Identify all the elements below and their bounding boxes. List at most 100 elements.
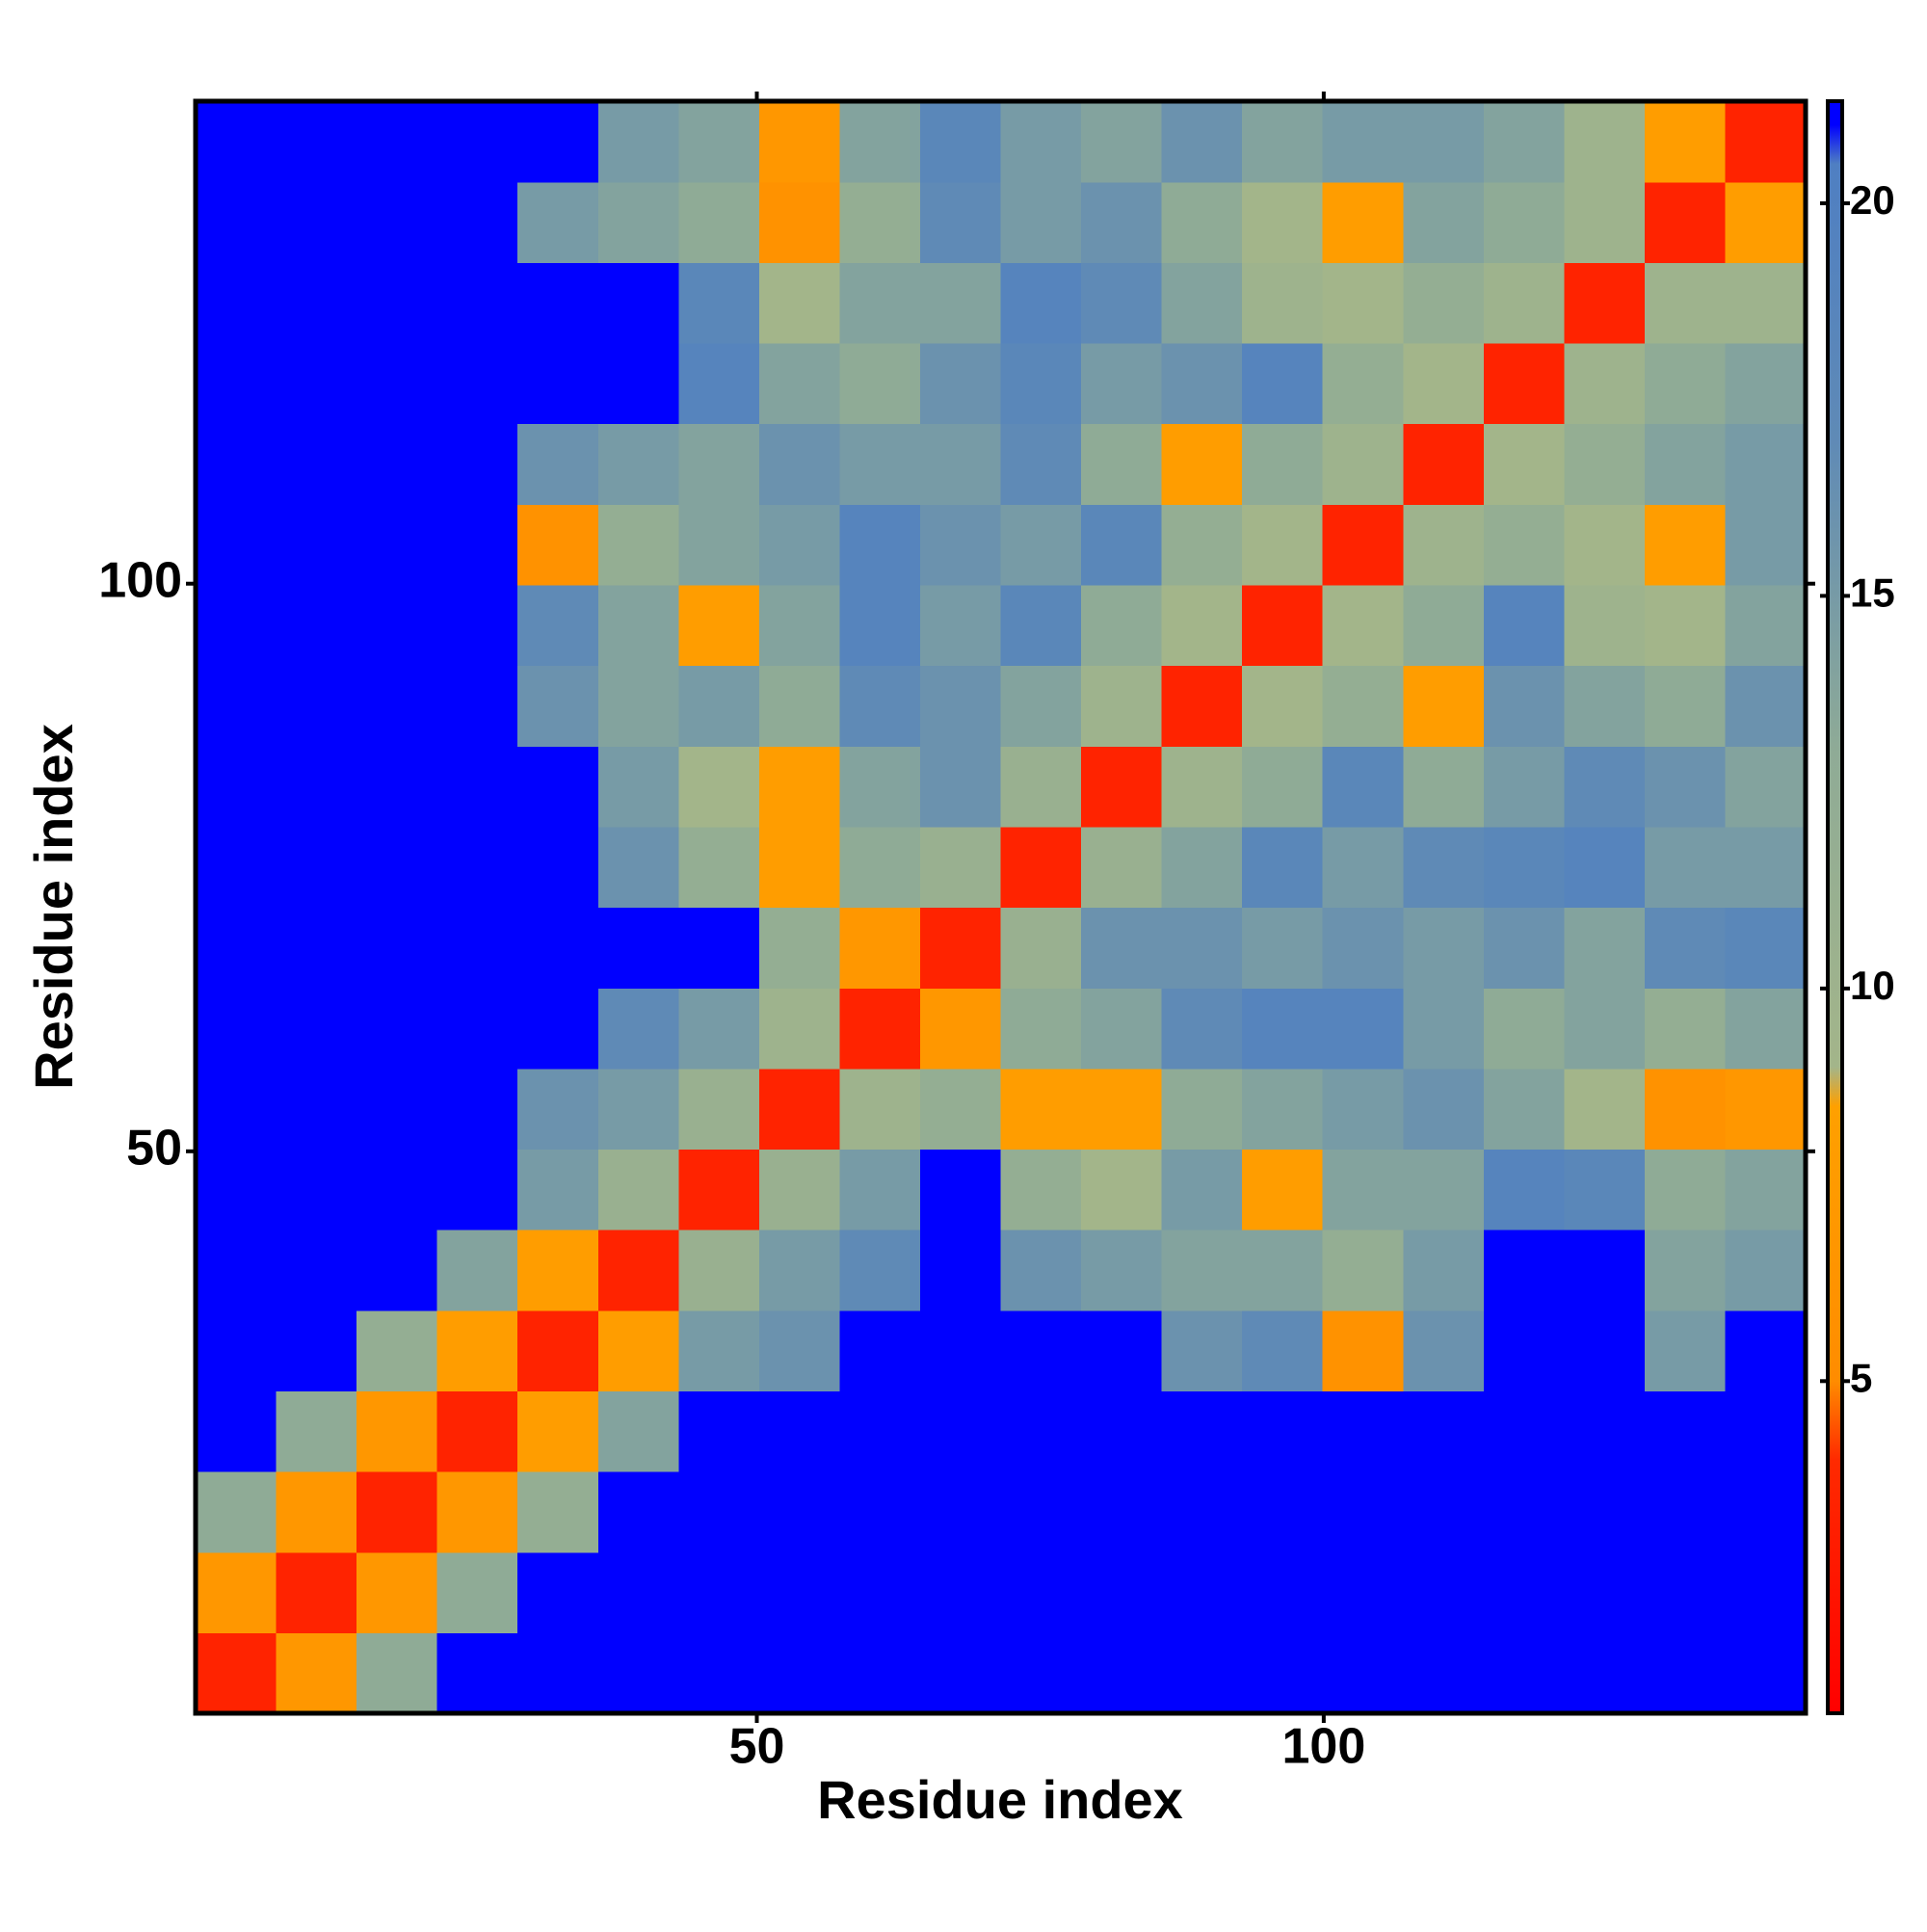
heatmap-cell <box>1161 1390 1243 1472</box>
heatmap-cell <box>678 262 760 344</box>
heatmap-cell <box>1161 504 1243 586</box>
heatmap-cell <box>1161 907 1243 989</box>
heatmap-cell <box>276 423 357 505</box>
heatmap-cell <box>356 907 438 989</box>
heatmap-cell <box>1644 584 1727 667</box>
heatmap-cell <box>758 1471 840 1553</box>
heatmap-cell <box>597 746 679 828</box>
heatmap-cell <box>1403 1310 1485 1391</box>
heatmap-cell <box>1644 1230 1727 1311</box>
heatmap-cell <box>436 988 518 1070</box>
heatmap-cell <box>1322 1068 1404 1151</box>
heatmap-cell <box>758 262 840 344</box>
heatmap-cell <box>678 1310 760 1391</box>
heatmap-cell <box>1403 1068 1485 1151</box>
heatmap-cell <box>597 1632 679 1714</box>
heatmap-cell <box>1081 1068 1163 1151</box>
heatmap-cell <box>1081 746 1163 828</box>
heatmap-cell <box>436 101 518 183</box>
heatmap-cell <box>1322 746 1404 828</box>
heatmap-cell <box>1725 988 1807 1070</box>
heatmap-cell <box>196 1068 277 1151</box>
heatmap-cell <box>1161 826 1243 909</box>
heatmap-cell <box>678 1068 760 1151</box>
heatmap-cell <box>1242 665 1324 747</box>
heatmap-cell <box>678 1632 760 1714</box>
heatmap-cell <box>597 342 679 425</box>
heatmap-cell <box>1322 1551 1404 1633</box>
heatmap-cell <box>678 584 760 667</box>
heatmap-cell <box>517 1632 599 1714</box>
heatmap-cell <box>196 1149 277 1231</box>
heatmap-cell <box>196 665 277 747</box>
heatmap-cell <box>1081 262 1163 344</box>
heatmap-cell <box>1322 1390 1404 1472</box>
heatmap-cell <box>356 1551 438 1633</box>
heatmap-cell <box>1644 1149 1727 1231</box>
heatmap-cell <box>1242 746 1324 828</box>
heatmap-cell <box>1725 665 1807 747</box>
heatmap-cell <box>1483 1390 1565 1472</box>
heatmap-cell <box>758 988 840 1070</box>
heatmap-cell <box>1644 826 1727 909</box>
heatmap-cell <box>1161 1310 1243 1391</box>
heatmap-cell <box>1564 1149 1646 1231</box>
heatmap-cell <box>1161 101 1243 183</box>
heatmap-cell <box>597 262 679 344</box>
heatmap-cell <box>436 262 518 344</box>
colorbar-tick-label: 15 <box>1850 569 1895 615</box>
heatmap-cell <box>919 1632 1002 1714</box>
heatmap-cell <box>196 181 277 263</box>
heatmap-cell <box>517 584 599 667</box>
heatmap-cell <box>919 988 1002 1070</box>
heatmap-cell <box>597 988 679 1070</box>
heatmap-cell <box>517 504 599 586</box>
heatmap-cell <box>276 262 357 344</box>
heatmap-cell <box>919 181 1002 263</box>
heatmap-cell <box>1081 504 1163 586</box>
heatmap-cell <box>517 826 599 909</box>
heatmap-cell <box>919 665 1002 747</box>
heatmap-cell <box>517 342 599 425</box>
heatmap-cell <box>1564 1632 1646 1714</box>
heatmap-cell <box>839 907 921 989</box>
heatmap-cell <box>919 1310 1002 1391</box>
heatmap-cell <box>919 1390 1002 1472</box>
heatmap-cell <box>1081 1632 1163 1714</box>
heatmap-cell <box>1483 1068 1565 1151</box>
heatmap-cell <box>1403 1390 1485 1472</box>
heatmap-cell <box>839 1230 921 1311</box>
heatmap-cell <box>436 907 518 989</box>
heatmap-cell <box>356 1230 438 1311</box>
heatmap-cell <box>1161 1632 1243 1714</box>
heatmap-cell <box>356 1149 438 1231</box>
heatmap-cell <box>678 907 760 989</box>
heatmap-cell <box>196 262 277 344</box>
heatmap-cell <box>1161 423 1243 505</box>
heatmap-cell <box>919 1230 1002 1311</box>
heatmap-cell <box>919 342 1002 425</box>
heatmap-cell <box>1483 101 1565 183</box>
heatmap-cell <box>758 1310 840 1391</box>
heatmap-cell <box>196 907 277 989</box>
heatmap-cell <box>839 101 921 183</box>
heatmap-cell <box>1564 342 1646 425</box>
heatmap-cell <box>839 181 921 263</box>
heatmap-cell <box>1000 1310 1082 1391</box>
heatmap-cell <box>839 1551 921 1633</box>
heatmap-cell <box>919 1551 1002 1633</box>
heatmap-cell <box>758 1149 840 1231</box>
heatmap-cell <box>436 1632 518 1714</box>
colorbar <box>1826 99 1844 1715</box>
heatmap-cell <box>839 342 921 425</box>
heatmap-cell <box>196 1390 277 1472</box>
heatmap-cell <box>1725 262 1807 344</box>
heatmap-cell <box>517 665 599 747</box>
heatmap-cell <box>196 826 277 909</box>
heatmap-cell <box>1322 1149 1404 1231</box>
heatmap-cell <box>436 1390 518 1472</box>
heatmap-cell <box>276 584 357 667</box>
heatmap-cell <box>1322 262 1404 344</box>
y-tick-label: 100 <box>98 552 182 608</box>
